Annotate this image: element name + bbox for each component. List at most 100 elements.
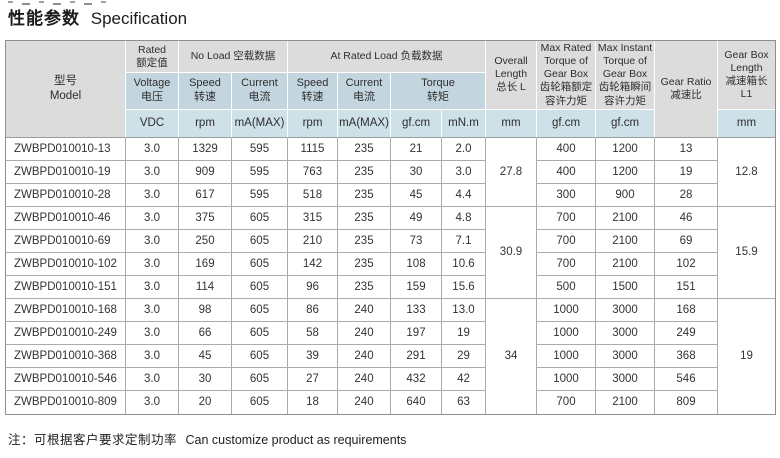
max-instant-torque-cell: 3000	[596, 298, 655, 322]
voltage-cell: 3.0	[126, 367, 179, 391]
torque-gfcm-cell: 73	[391, 229, 442, 253]
torque-gfcm-cell: 291	[391, 344, 442, 368]
no-load-speed-cell: 114	[179, 275, 232, 299]
rated-speed-cell: 18	[288, 390, 338, 414]
rated-speed-cell: 86	[288, 298, 338, 322]
table-row: ZWBPD010010-249 3.0 66 605 58 240 197 19 1000 300…	[6, 321, 775, 345]
gear-box-length-cell: 12.8	[718, 137, 775, 207]
unit-no-load-speed-rpm: rpm	[179, 109, 232, 138]
header-gear-ratio: Gear Ratio 减速比	[655, 41, 718, 138]
no-load-current-cell: 605	[232, 298, 288, 322]
max-rated-torque-cell: 500	[537, 275, 596, 299]
no-load-speed-cell: 66	[179, 321, 232, 345]
torque-gfcm-cell: 30	[391, 160, 442, 184]
no-load-current-cell: 605	[232, 390, 288, 414]
model-cell: ZWBPD010010-69	[6, 229, 126, 253]
header-max-instant-torque: Max Instant Torque of Gear Box 齿轮箱瞬间 容许力…	[596, 41, 655, 110]
gear-ratio-cell: 809	[655, 390, 718, 414]
voltage-cell: 3.0	[126, 390, 179, 414]
gear-ratio-cell: 19	[655, 160, 718, 184]
rated-speed-cell: 518	[288, 183, 338, 207]
max-instant-torque-cell: 1500	[596, 275, 655, 299]
max-rated-torque-cell: 300	[537, 183, 596, 207]
no-load-speed-cell: 617	[179, 183, 232, 207]
unit-voltage-vdc: VDC	[126, 109, 179, 138]
header-torque: Torque 转矩	[391, 73, 486, 110]
model-cell: ZWBPD010010-102	[6, 252, 126, 276]
no-load-current-cell: 605	[232, 367, 288, 391]
header-current-rated: Current 电流	[338, 73, 391, 110]
no-load-current-cell: 605	[232, 252, 288, 276]
header-rated: Rated 额定值	[126, 41, 179, 74]
no-load-current-cell: 595	[232, 160, 288, 184]
header-max-rated-torque: Max Rated Torque of Gear Box 齿轮箱额定 容许力矩	[537, 41, 596, 110]
header-speed-no-load: Speed 转速	[179, 73, 232, 110]
torque-gfcm-cell: 197	[391, 321, 442, 345]
specification-table: 型号 Model Rated 额定值 No Load 空载数据 At Rated…	[6, 41, 775, 414]
rated-current-cell: 235	[338, 206, 391, 230]
max-instant-torque-cell: 1200	[596, 137, 655, 161]
torque-mnm-cell: 7.1	[442, 229, 486, 253]
torque-mnm-cell: 4.4	[442, 183, 486, 207]
page-title-zh: 性能参数	[8, 9, 80, 28]
torque-mnm-cell: 13.0	[442, 298, 486, 322]
max-rated-torque-cell: 1000	[537, 344, 596, 368]
max-instant-torque-cell: 2100	[596, 206, 655, 230]
max-instant-torque-cell: 1200	[596, 160, 655, 184]
max-rated-torque-cell: 700	[537, 206, 596, 230]
specification-table-wrapper: 型号 Model Rated 额定值 No Load 空载数据 At Rated…	[5, 40, 776, 415]
rated-speed-cell: 763	[288, 160, 338, 184]
torque-gfcm-cell: 21	[391, 137, 442, 161]
gear-ratio-cell: 151	[655, 275, 718, 299]
gear-ratio-cell: 28	[655, 183, 718, 207]
rated-speed-cell: 210	[288, 229, 338, 253]
unit-overall-length-mm: mm	[486, 109, 537, 138]
torque-mnm-cell: 63	[442, 390, 486, 414]
table-row: ZWBPD010010-28 3.0 617 595 518 235 45 4.4 300 900…	[6, 183, 775, 207]
rated-speed-cell: 58	[288, 321, 338, 345]
rated-speed-cell: 315	[288, 206, 338, 230]
max-rated-torque-cell: 700	[537, 229, 596, 253]
voltage-cell: 3.0	[126, 229, 179, 253]
voltage-cell: 3.0	[126, 321, 179, 345]
rated-speed-cell: 96	[288, 275, 338, 299]
spec-table-header: 型号 Model Rated 额定值 No Load 空载数据 At Rated…	[6, 41, 775, 138]
voltage-cell: 3.0	[126, 344, 179, 368]
torque-mnm-cell: 15.6	[442, 275, 486, 299]
gear-ratio-cell: 168	[655, 298, 718, 322]
max-instant-torque-cell: 3000	[596, 321, 655, 345]
table-row: ZWBPD010010-368 3.0 45 605 39 240 291 29 1000 300…	[6, 344, 775, 368]
no-load-speed-cell: 1329	[179, 137, 232, 161]
model-cell: ZWBPD010010-249	[6, 321, 126, 345]
header-model: 型号 Model	[6, 41, 126, 138]
table-row: ZWBPD010010-151 3.0 114 605 96 235 159 15.6 500 1…	[6, 275, 775, 299]
no-load-current-cell: 605	[232, 229, 288, 253]
max-instant-torque-cell: 3000	[596, 367, 655, 391]
no-load-current-cell: 605	[232, 206, 288, 230]
torque-mnm-cell: 42	[442, 367, 486, 391]
unit-rated-speed-rpm: rpm	[288, 109, 338, 138]
model-cell: ZWBPD010010-151	[6, 275, 126, 299]
max-rated-torque-cell: 1000	[537, 298, 596, 322]
footnote-zh: 注：可根据客户要求定制功率	[8, 432, 178, 447]
no-load-speed-cell: 169	[179, 252, 232, 276]
header-speed-rated: Speed 转速	[288, 73, 338, 110]
unit-torque-gfcm: gf.cm	[391, 109, 442, 138]
max-instant-torque-cell: 3000	[596, 344, 655, 368]
header-current-no-load: Current 电流	[232, 73, 288, 110]
max-rated-torque-cell: 400	[537, 137, 596, 161]
torque-mnm-cell: 10.6	[442, 252, 486, 276]
no-load-current-cell: 595	[232, 137, 288, 161]
torque-mnm-cell: 3.0	[442, 160, 486, 184]
no-load-current-cell: 605	[232, 321, 288, 345]
model-cell: ZWBPD010010-46	[6, 206, 126, 230]
table-row: ZWBPD010010-102 3.0 169 605 142 235 108 10.6 700…	[6, 252, 775, 276]
no-load-speed-cell: 909	[179, 160, 232, 184]
gear-ratio-cell: 13	[655, 137, 718, 161]
max-rated-torque-cell: 700	[537, 252, 596, 276]
unit-max-instant-gfcm: gf.cm	[596, 109, 655, 138]
unit-no-load-current-ma: mA(MAX)	[232, 109, 288, 138]
max-instant-torque-cell: 900	[596, 183, 655, 207]
table-row: ZWBPD010010-168 3.0 98 605 86 240 133 13.0 34 100…	[6, 298, 775, 414]
overall-length-cell: 30.9	[486, 206, 537, 299]
